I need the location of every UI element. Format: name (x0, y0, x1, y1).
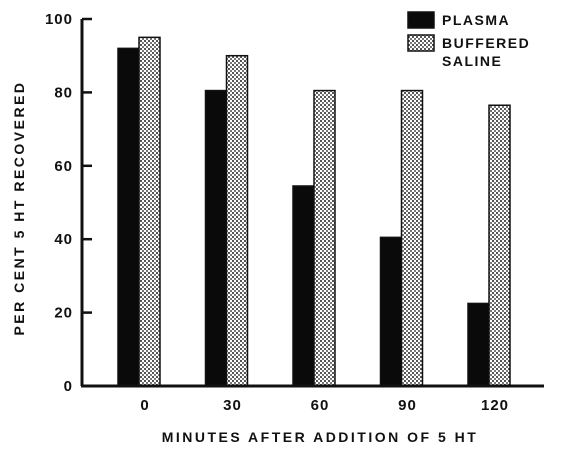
x-tick-label-90: 90 (398, 397, 417, 414)
legend-label-buffered-saline-line-2: SALINE (442, 53, 502, 69)
bar-plasma-0 (117, 47, 140, 387)
y-tick-label-20: 20 (54, 305, 73, 322)
y-tick-label-100: 100 (45, 11, 73, 28)
x-tick-label-0: 0 (140, 397, 149, 414)
bar-buffered-saline-60 (313, 89, 336, 387)
bar-buffered-saline-0 (138, 36, 161, 387)
bars-layer (117, 36, 511, 387)
legend: PLASMA BUFFERED SALINE (407, 11, 530, 69)
legend-label-plasma: PLASMA (442, 12, 510, 28)
legend-label-buffered-saline-line-1: BUFFERED (442, 35, 530, 51)
y-tick-label-40: 40 (54, 231, 73, 248)
x-tick-label-30: 30 (223, 397, 242, 414)
x-ticks-layer: 0 30 60 90 120 (140, 397, 509, 414)
x-tick-label-60: 60 (311, 397, 330, 414)
legend-swatch-plasma (407, 11, 435, 29)
y-tick-label-60: 60 (54, 158, 73, 175)
y-axis-title: PER CENT 5 HT RECOVERED (11, 80, 27, 335)
bar-plasma-60 (292, 185, 315, 387)
bar-plasma-90 (379, 236, 403, 387)
y-tick-label-80: 80 (54, 84, 73, 101)
bar-buffered-saline-30 (225, 54, 249, 387)
bar-plasma-30 (204, 89, 228, 387)
x-tick-label-120: 120 (481, 397, 509, 414)
bar-buffered-saline-90 (400, 89, 424, 387)
bar-buffered-saline-120 (488, 104, 511, 387)
legend-swatch-buffered-saline (407, 34, 435, 52)
y-tick-label-0: 0 (64, 378, 73, 395)
y-ticks-layer: 0 20 40 60 80 100 (45, 11, 92, 395)
bar-plasma-120 (467, 302, 490, 387)
x-axis-title: MINUTES AFTER ADDITION OF 5 HT (162, 429, 479, 445)
